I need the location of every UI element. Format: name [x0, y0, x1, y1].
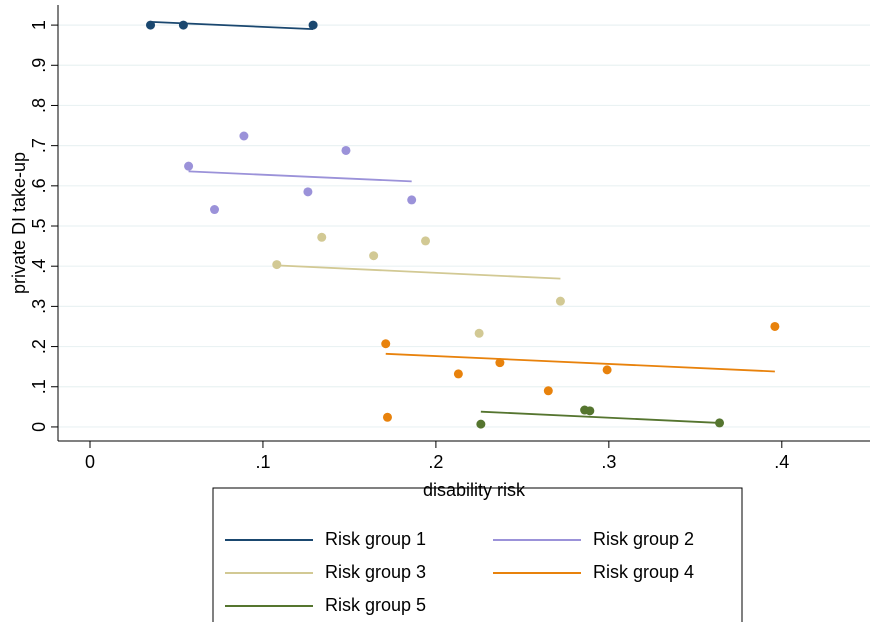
fit-line [385, 352, 775, 373]
legend-label: Risk group 1 [325, 529, 426, 549]
legend-label: Risk group 5 [325, 595, 426, 615]
y-tick-label: .2 [29, 339, 49, 354]
y-axis-label: private DI take-up [9, 152, 29, 294]
y-tick-label: .4 [29, 259, 49, 274]
point [585, 406, 595, 416]
point [341, 145, 351, 155]
point [602, 365, 612, 375]
fit-line [276, 264, 561, 280]
point [239, 131, 249, 141]
point [210, 205, 220, 215]
point [453, 369, 463, 379]
y-tick-label: .6 [29, 178, 49, 193]
legend-label: Risk group 4 [593, 562, 694, 582]
x-tick-label: 0 [85, 452, 95, 472]
point [407, 195, 417, 205]
fit-line [188, 170, 412, 183]
y-tick-label: .1 [29, 379, 49, 394]
x-axis-label: disability risk [423, 480, 526, 500]
point [317, 232, 327, 242]
point [555, 296, 565, 306]
fit-line [150, 20, 314, 31]
y-tick-label: .3 [29, 299, 49, 314]
point [381, 339, 391, 349]
legend-label: Risk group 2 [593, 529, 694, 549]
y-tick-label: 0 [29, 422, 49, 432]
x-tick-label: .3 [601, 452, 616, 472]
point [474, 328, 484, 338]
point [543, 386, 553, 396]
point [272, 260, 282, 270]
legend-box [212, 487, 743, 622]
point [421, 236, 431, 246]
y-tick-label: .8 [29, 98, 49, 113]
point [303, 187, 313, 197]
point [382, 412, 392, 422]
x-tick-label: .1 [255, 452, 270, 472]
point [476, 419, 486, 429]
x-tick-label: .4 [774, 452, 789, 472]
point [770, 321, 780, 331]
point [178, 20, 188, 30]
fit-line [480, 410, 720, 424]
point [369, 251, 379, 261]
y-tick-label: 1 [29, 20, 49, 30]
y-tick-label: .7 [29, 138, 49, 153]
y-tick-label: .9 [29, 58, 49, 73]
point [495, 358, 505, 368]
y-tick-label: .5 [29, 219, 49, 234]
point [184, 161, 194, 171]
point [308, 20, 318, 30]
x-tick-label: .2 [428, 452, 443, 472]
legend-label: Risk group 3 [325, 562, 426, 582]
